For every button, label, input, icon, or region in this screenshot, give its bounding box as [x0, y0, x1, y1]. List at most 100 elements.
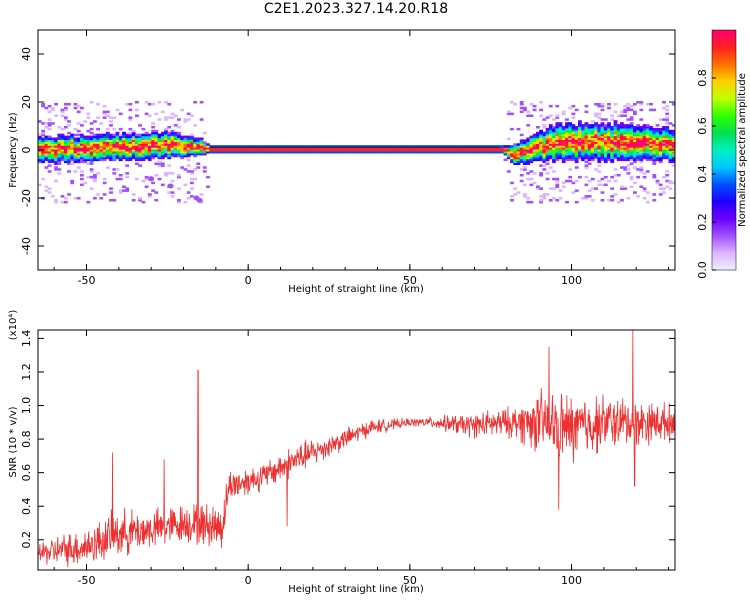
spectrogram-cell — [183, 145, 188, 148]
spectrogram-cell — [623, 129, 628, 133]
colorbar-tick-label: 0.2 — [696, 213, 709, 231]
spectrogram-cell — [141, 156, 146, 160]
spectrogram-cell — [662, 135, 666, 139]
spectrogram-cell — [361, 149, 366, 152]
spectrogram-cell — [616, 129, 621, 133]
spectrogram-cell — [561, 112, 566, 116]
spectrogram-cell — [345, 151, 349, 154]
spectrogram-cell — [539, 151, 543, 154]
spectrogram-cell — [671, 141, 675, 144]
spectrogram-cell — [147, 154, 152, 158]
spectrogram-cell — [594, 129, 598, 133]
spectrogram-cell — [536, 137, 540, 140]
spectrogram-cell — [183, 118, 188, 121]
spectrogram-cell — [413, 149, 417, 152]
spectrogram-cell — [122, 133, 126, 137]
spectrogram-cell — [610, 195, 615, 198]
spectrogram-cell — [620, 187, 624, 190]
spectrogram-cell — [539, 131, 543, 135]
spectrogram-cell — [542, 126, 547, 129]
spectrogram-cell — [96, 193, 100, 196]
spectrogram-cell — [138, 135, 142, 139]
spectrogram-cell — [568, 152, 573, 156]
spectrogram-cell — [565, 141, 569, 144]
spectrogram-cell — [63, 145, 68, 148]
spectrogram-cell — [639, 154, 644, 158]
spectrogram-cell — [144, 151, 149, 154]
spectrogram-cell — [539, 141, 543, 144]
spectrogram-cell — [177, 141, 181, 144]
spectrogram-cell — [99, 156, 104, 160]
spectrogram-cell — [76, 197, 81, 200]
spectrogram-cell — [102, 135, 107, 139]
spectrogram-cell — [115, 151, 120, 154]
spectrogram-cell — [545, 151, 550, 154]
spectrogram-cell — [600, 158, 605, 162]
spectrogram-cell — [565, 133, 569, 137]
spectrogram-cell — [144, 175, 149, 179]
spectrogram-cell — [519, 141, 524, 144]
spectrogram-cell — [41, 103, 45, 106]
spectrogram-cell — [432, 149, 437, 152]
spectrogram-cell — [215, 147, 220, 150]
spectrogram-cell — [118, 156, 123, 160]
spectrogram-cell — [141, 179, 146, 183]
spectrogram-cell — [41, 129, 45, 133]
spectrogram-cell — [67, 141, 71, 144]
spectrogram-cell — [38, 147, 42, 150]
spectrogram-cell — [555, 133, 560, 137]
spectrogram-cell — [167, 131, 172, 135]
spectrogram-cell — [138, 197, 142, 200]
spectrogram-cell — [164, 141, 168, 144]
spectrogram-cell — [542, 164, 547, 167]
spectrogram-cell — [668, 179, 673, 183]
spectrogram-cell — [57, 162, 62, 165]
spectrogram-cell — [96, 103, 100, 106]
spectrogram-cell — [600, 191, 605, 194]
spectrogram-cell — [584, 104, 589, 108]
spectrogram-cell — [151, 131, 155, 135]
spectrogram-cell — [442, 149, 446, 152]
spectrogram-cell — [186, 145, 191, 148]
spectrogram-cell — [649, 149, 653, 152]
spectrogram-cell — [102, 104, 107, 108]
spectrogram-cell — [548, 104, 553, 108]
spectrogram-cell — [138, 164, 142, 167]
spectrogram-cell — [597, 143, 602, 146]
spectrogram-cell — [329, 147, 333, 150]
spectrogram-cell — [57, 137, 62, 140]
spectrogram-cell — [636, 151, 640, 154]
spectrogram-cell — [629, 152, 634, 156]
spectrogram-cell — [626, 168, 631, 171]
spectrogram-cell — [616, 145, 621, 148]
spectrogram-cell — [157, 152, 162, 156]
spectrogram-cell — [38, 151, 42, 154]
spectrogram-cell — [584, 131, 589, 135]
spectrogram-cell — [190, 172, 194, 175]
spectrogram-cell — [620, 126, 624, 129]
spectrogram-cell — [539, 152, 543, 156]
spectrogram-cell — [626, 139, 631, 142]
spectrogram-cell — [613, 129, 618, 133]
spectrogram-cell — [552, 133, 556, 137]
spectrogram-cell — [542, 135, 547, 139]
spectrogram-cell — [141, 145, 146, 148]
spectrogram-cell — [636, 195, 640, 198]
spectrogram-cell — [513, 103, 518, 106]
spectrogram-cell — [384, 145, 388, 148]
spectrogram-cell — [561, 181, 566, 185]
spectrogram-cell — [199, 147, 204, 150]
spectrogram-cell — [63, 160, 68, 164]
spectrogram-cell — [613, 152, 618, 156]
spectrogram-cell — [610, 133, 615, 137]
spectrogram-cell — [283, 147, 288, 150]
spectrogram-cell — [96, 147, 100, 150]
spectrogram-cell — [160, 135, 165, 139]
spectrogram-cell — [122, 154, 126, 158]
spectrogram-cell — [264, 151, 269, 154]
spectrogram-cell — [574, 135, 579, 139]
spectrogram-cell — [513, 147, 518, 150]
spectrogram-cell — [587, 152, 592, 156]
spectrogram-cell — [261, 147, 265, 150]
spectrogram-cell — [80, 147, 84, 150]
